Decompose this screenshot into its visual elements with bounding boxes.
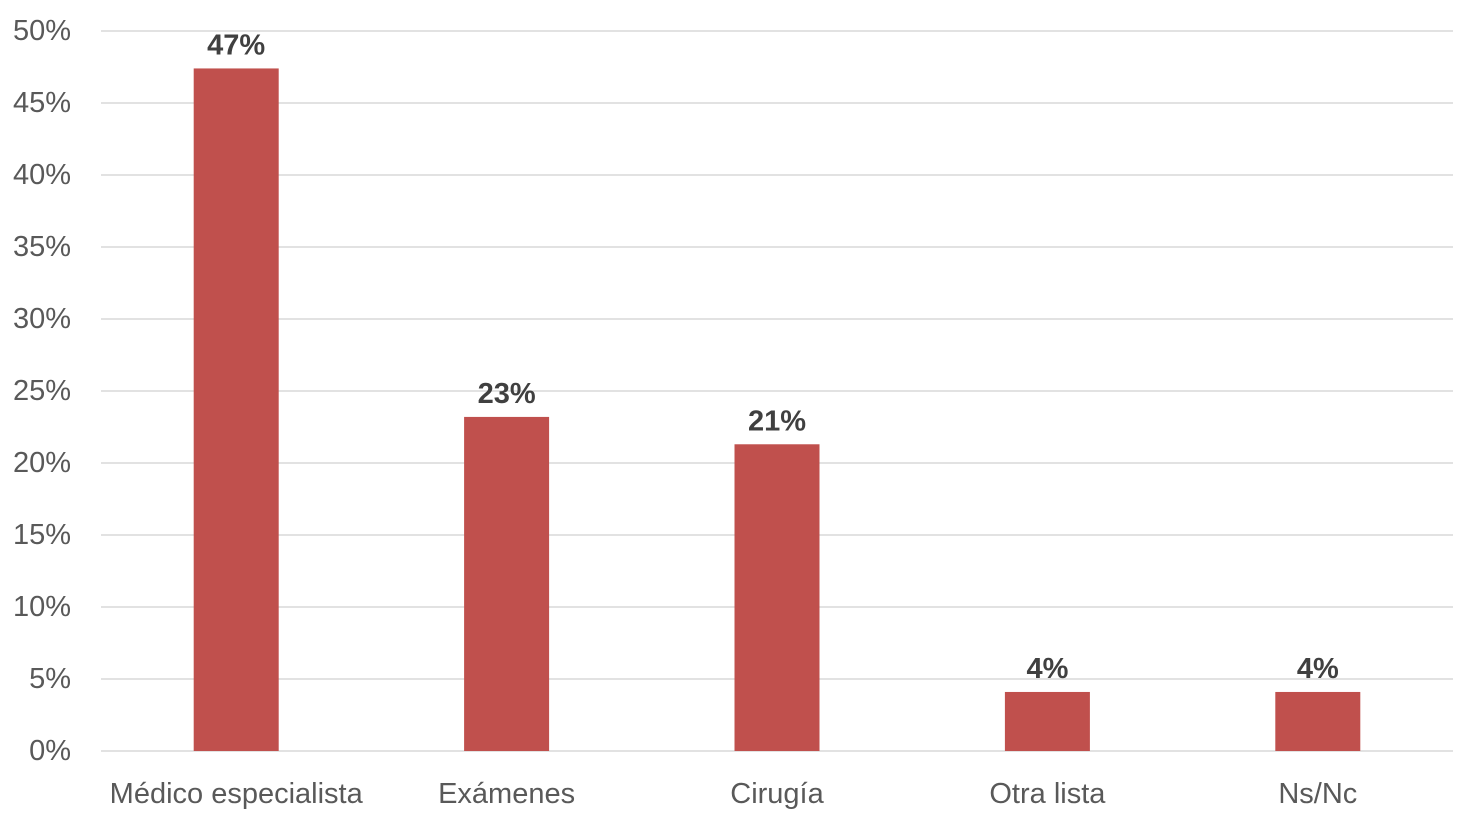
y-tick-label: 10% <box>13 591 71 623</box>
y-tick-label: 25% <box>13 375 71 407</box>
y-tick-label: 5% <box>29 663 71 695</box>
data-label: 23% <box>478 378 536 410</box>
x-category-label: Médico especialista <box>110 778 364 810</box>
y-tick-label: 45% <box>13 87 71 119</box>
x-category-label: Otra lista <box>989 778 1106 810</box>
bar <box>734 444 820 751</box>
bar <box>464 416 550 751</box>
data-label: 21% <box>748 405 806 437</box>
y-tick-label: 0% <box>29 735 71 767</box>
y-tick-label: 15% <box>13 519 71 551</box>
x-category-label: Cirugía <box>730 778 824 810</box>
y-tick-label: 40% <box>13 159 71 191</box>
y-tick-label: 30% <box>13 303 71 335</box>
x-category-label: Ns/Nc <box>1278 778 1357 810</box>
y-tick-label: 35% <box>13 231 71 263</box>
data-label: 47% <box>207 29 265 61</box>
bar <box>1275 691 1361 751</box>
y-tick-label: 50% <box>13 15 71 47</box>
bar <box>1004 691 1090 751</box>
y-tick-label: 20% <box>13 447 71 479</box>
data-labels: 47% 23% 21% 4% 4% <box>207 29 1339 685</box>
bar <box>193 68 279 751</box>
bars <box>193 68 1361 751</box>
y-axis-ticks: 0% 5% 10% 15% 20% 25% 30% 35% 40% 45% 50% <box>13 15 71 767</box>
data-label: 4% <box>1297 653 1339 685</box>
x-category-label: Exámenes <box>438 778 575 810</box>
data-label: 4% <box>1026 653 1068 685</box>
x-axis-categories: Médico especialista Exámenes Cirugía Otra l… <box>110 778 1358 810</box>
